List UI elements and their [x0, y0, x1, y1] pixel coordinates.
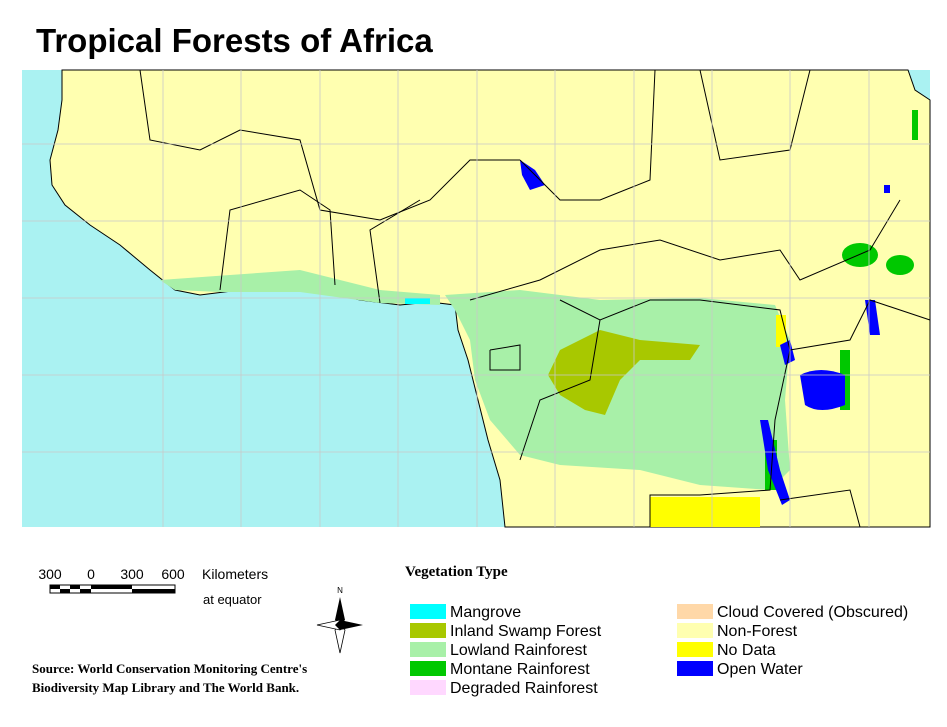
north-label: N [337, 586, 343, 595]
swamp-forest [548, 330, 700, 415]
legend-label: Lowland Rainforest [450, 642, 588, 659]
map [22, 69, 931, 528]
title: Tropical Forests of Africa [36, 22, 433, 59]
legend-label: No Data [717, 642, 776, 659]
legend-swatch [410, 642, 446, 657]
legend-label: Montane Rainforest [450, 661, 590, 678]
legend-label: Cloud Covered (Obscured) [717, 604, 908, 621]
scale-note: at equator [203, 592, 262, 607]
lowland-rainforest [445, 290, 790, 490]
graticule [22, 70, 930, 527]
legend-swatch [410, 680, 446, 695]
legend-label: Mangrove [450, 604, 521, 621]
legend-swatch [410, 604, 446, 619]
legend-swatch [677, 604, 713, 619]
scale-label: 300 [38, 566, 62, 582]
source: Biodiversity Map Library and The World B… [32, 680, 299, 695]
legend: Mangrove Inland Swamp Forest Lowland Rainf… [410, 604, 908, 697]
scale-label: 600 [161, 566, 185, 582]
legend-swatch [677, 642, 713, 657]
legend-title: Vegetation Type [405, 564, 508, 580]
legend-swatch [410, 623, 446, 638]
scale-label: 300 [120, 566, 144, 582]
legend-label: Open Water [717, 661, 803, 678]
mangrove [405, 298, 430, 304]
lowland-rainforest-west [160, 270, 440, 305]
no-data [650, 497, 760, 527]
scale-label: 0 [87, 566, 95, 582]
legend-label: Degraded Rainforest [450, 680, 598, 697]
borders [139, 69, 931, 528]
legend-swatch [677, 661, 713, 676]
legend-label: Inland Swamp Forest [450, 623, 602, 640]
legend-swatch [677, 623, 713, 638]
legend-swatch [410, 661, 446, 676]
scale-unit: Kilometers [202, 566, 268, 582]
legend-label: Non-Forest [717, 623, 798, 640]
source: Source: World Conservation Monitoring Ce… [32, 661, 307, 676]
scale-bar: 300 0 300 600 Kilometers at equator [38, 566, 268, 607]
north-arrow: N [316, 586, 363, 654]
no-data-2 [776, 315, 786, 347]
